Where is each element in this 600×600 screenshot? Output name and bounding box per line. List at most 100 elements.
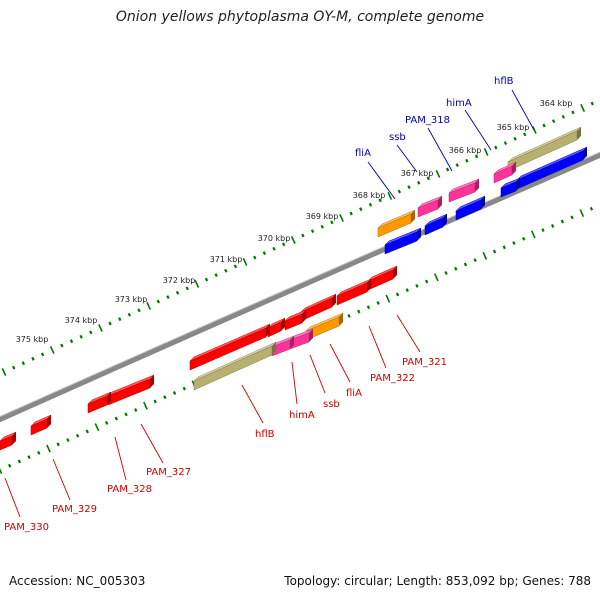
reverse-gene-label-leader	[52, 458, 71, 501]
outer-scale-tick	[21, 361, 25, 366]
kbp-label: 372 kbp	[163, 276, 196, 285]
inner-scale-tick	[66, 438, 70, 442]
reverse-gene-label-leader	[140, 423, 164, 464]
reverse-gene-label: PAM_321	[402, 357, 447, 368]
gene-block	[87, 391, 112, 414]
inner-scale-tick	[521, 236, 526, 241]
kbp-label: 373 kbp	[115, 295, 148, 304]
inner-scale-tick	[444, 271, 448, 275]
outer-scale-tick	[127, 312, 132, 317]
inner-scale-tick	[347, 313, 351, 318]
gene-block-side	[512, 162, 516, 175]
gene-block-side	[481, 196, 485, 209]
outer-scale-tick	[233, 264, 238, 269]
reverse-gene-label: PAM_327	[146, 467, 191, 478]
kbp-label: 365 kbp	[497, 123, 530, 132]
inner-scale-tick	[415, 283, 419, 288]
outer-scale-tick	[118, 317, 122, 322]
reverse-gene-label: PAM_329	[52, 504, 97, 515]
gene-block	[455, 195, 486, 221]
gene-block	[300, 293, 337, 322]
inner-scale-tick	[134, 408, 138, 412]
outer-scale-tick	[79, 334, 83, 339]
forward-gene-label: ssb	[389, 132, 406, 143]
gene-labels: hflBhimAPAM_318ssbfliAPAM_321PAM_322fliA…	[4, 76, 514, 533]
reverse-gene-label-leader	[396, 314, 421, 353]
inner-scale-tick	[153, 399, 157, 404]
inner-scale-tick	[27, 455, 31, 460]
outer-scale-tick	[69, 339, 74, 344]
inner-scale-tick	[433, 273, 439, 282]
reverse-gene-label: fliA	[346, 388, 362, 399]
forward-gene-label-leader	[396, 144, 418, 173]
outer-scale-tick	[290, 235, 296, 244]
outer-scale-tick	[407, 185, 411, 190]
inner-scale-tick	[454, 266, 458, 271]
outer-scale-tick	[368, 202, 373, 207]
kbp-label: 364 kbp	[540, 99, 573, 108]
outer-scale-tick	[474, 154, 479, 159]
reverse-gene-label-leader	[4, 477, 21, 518]
inner-scale-tick	[56, 442, 60, 447]
inner-scale-tick	[376, 301, 380, 305]
inner-scale-tick	[7, 463, 12, 468]
inner-scale-tick	[395, 292, 400, 297]
inner-scale-tick	[570, 215, 574, 220]
gene-block	[448, 178, 480, 203]
inner-scale-tick	[385, 294, 391, 303]
gene-features	[0, 126, 588, 451]
outer-scale-tick	[339, 213, 344, 222]
outer-scale-tick	[31, 356, 35, 361]
forward-gene-label: PAM_318	[405, 115, 450, 126]
outer-scale-tick	[262, 251, 267, 256]
outer-scale-tick	[224, 268, 228, 273]
outer-scale-tick	[416, 180, 421, 185]
reverse-gene-label-leader	[329, 343, 351, 383]
outer-scale-tick	[194, 279, 200, 288]
outer-scale-tick	[330, 220, 334, 225]
outer-scale-tick	[513, 136, 517, 141]
inner-scale-tick	[114, 416, 119, 421]
forward-gene-label-leader	[367, 161, 396, 200]
outer-scale-tick	[378, 198, 382, 203]
gene-block	[367, 265, 398, 291]
forward-gene-label-leader	[464, 109, 492, 151]
forward-gene-label-leader	[511, 89, 535, 131]
outer-scale-tick	[175, 290, 180, 295]
gene-block	[189, 323, 271, 371]
gene-block-side	[583, 147, 587, 160]
gene-block-side	[411, 210, 415, 223]
outer-scale-tick	[397, 189, 402, 194]
gene-block	[507, 126, 582, 172]
kbp-label: 369 kbp	[306, 212, 339, 221]
label-leader-lines	[4, 89, 535, 518]
inner-scale-tick	[482, 251, 488, 260]
inner-scale-tick	[579, 209, 585, 218]
inner-scale-tick	[512, 241, 516, 245]
outer-scale-tick	[561, 114, 565, 119]
inner-scale-tick	[143, 401, 148, 410]
gene-block-side	[266, 324, 270, 337]
outer-scale-tick	[580, 103, 586, 112]
outer-scale-tick	[272, 246, 276, 251]
outer-scale-tick	[310, 229, 315, 234]
gene-block	[500, 177, 521, 198]
inner-scale-tick	[182, 386, 186, 391]
reverse-gene-label: hflB	[255, 429, 275, 440]
outer-scale-tick	[494, 145, 498, 150]
outer-scale-tick	[483, 147, 489, 156]
reverse-gene-label: PAM_328	[107, 484, 152, 495]
gene-block-side	[516, 178, 520, 191]
forward-gene-label: fliA	[355, 148, 371, 159]
gene-block	[0, 431, 17, 451]
gene-block-front	[384, 231, 418, 255]
reverse-gene-label-leader	[241, 384, 264, 424]
outer-scale-tick	[98, 324, 103, 332]
outer-scale-tick	[542, 123, 546, 128]
gene-block-side	[107, 392, 111, 405]
gene-block-side	[475, 179, 479, 192]
gene-block	[305, 312, 344, 341]
inner-scale-tick	[492, 249, 497, 254]
gene-block-side	[339, 313, 343, 326]
inner-scale-tick	[37, 450, 41, 455]
